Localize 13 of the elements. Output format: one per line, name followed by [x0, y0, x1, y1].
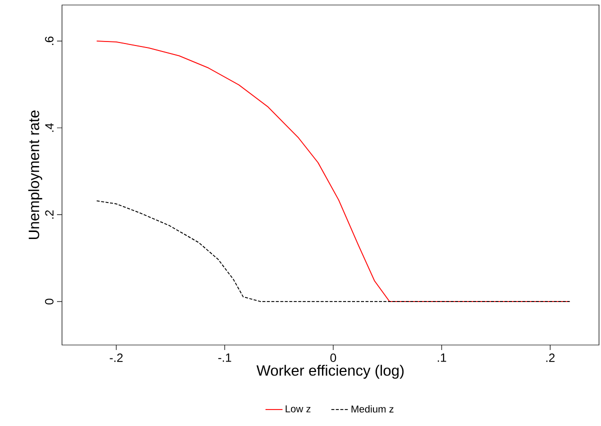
- x-axis-title: Worker efficiency (log): [256, 364, 404, 379]
- y-tick-label: .4: [45, 123, 54, 132]
- y-tick-label: 0: [45, 298, 54, 304]
- x-tick-label: .2: [546, 354, 555, 362]
- y-tick-label: .2: [45, 210, 54, 219]
- y-tick-label: .6: [45, 36, 54, 45]
- x-tick-label: .1: [438, 354, 446, 362]
- x-tick-label: -.1: [218, 354, 232, 362]
- y-axis-title: Unemployment rate: [28, 110, 42, 240]
- x-tick-label: 0: [330, 354, 336, 362]
- legend-label: Low z: [286, 405, 310, 412]
- legend-label: Medium z: [352, 405, 394, 413]
- x-tick-label: -.2: [110, 354, 123, 362]
